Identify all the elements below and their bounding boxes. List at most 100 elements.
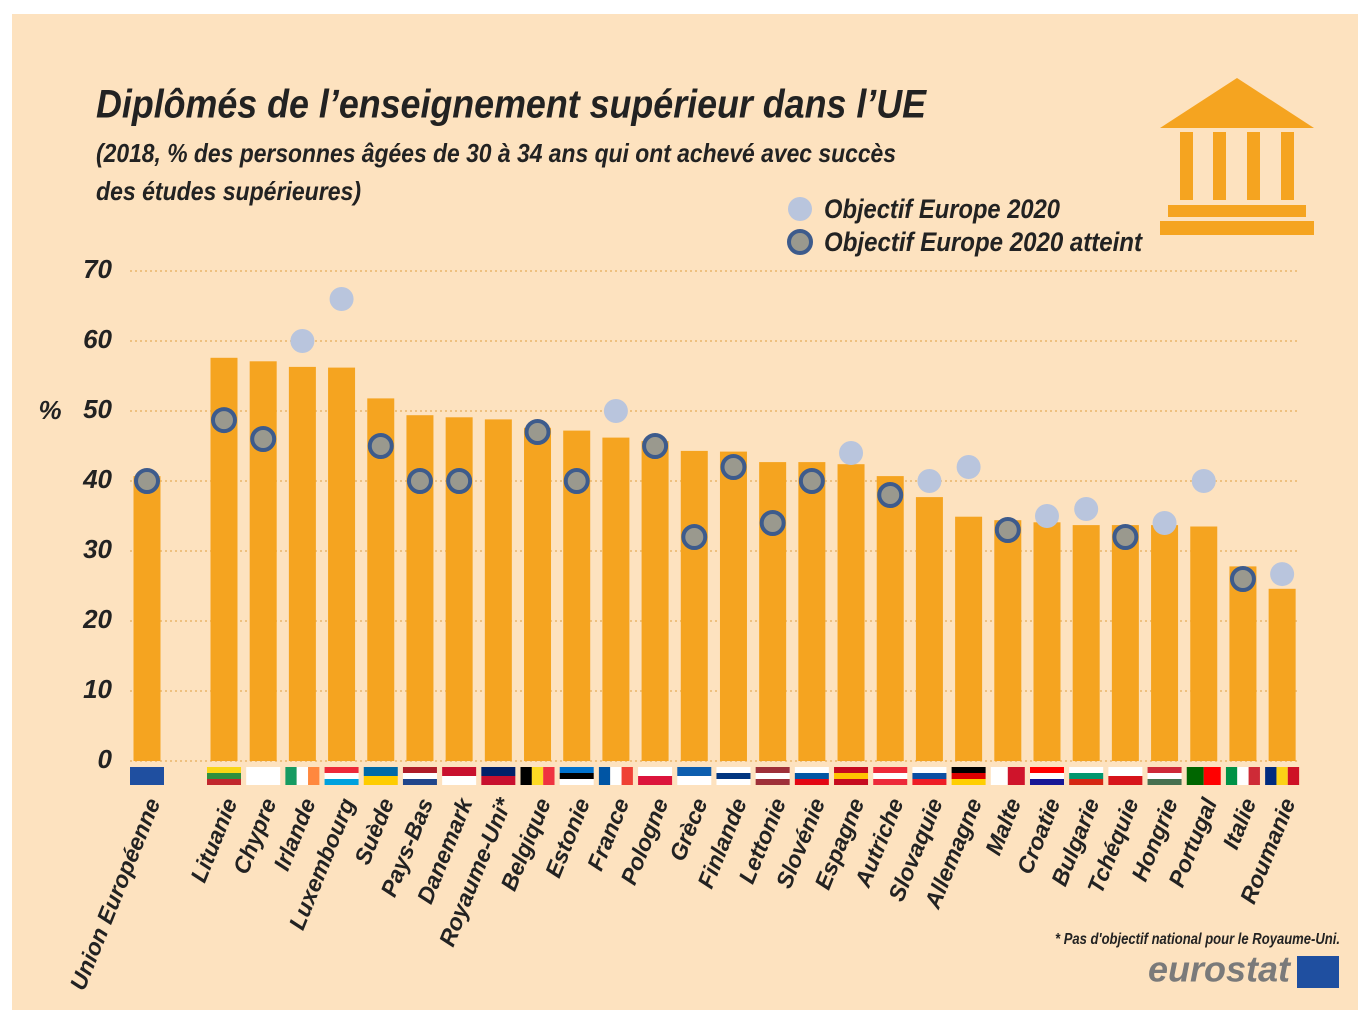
flag (794, 779, 829, 785)
target-marker (1152, 511, 1177, 535)
y-axis-label: % (38, 395, 61, 425)
flag (481, 776, 516, 785)
flag (951, 767, 986, 773)
bar (602, 437, 630, 761)
flag (1276, 767, 1288, 785)
flag (1069, 773, 1104, 779)
bar (994, 520, 1022, 761)
target-marker (1112, 524, 1139, 550)
flag (402, 779, 437, 785)
bar (1229, 566, 1257, 761)
flag (130, 767, 164, 785)
target-marker (1034, 504, 1059, 528)
target-marker (603, 399, 628, 423)
target-marker (839, 441, 864, 465)
flag (1147, 773, 1182, 779)
target-marker (563, 468, 590, 494)
bar (1268, 588, 1296, 761)
bar (1033, 522, 1061, 761)
flag (1147, 779, 1182, 785)
chart-title: Diplômés de l’enseignement supérieur dan… (96, 83, 927, 127)
flag (308, 767, 320, 785)
target-marker (406, 468, 433, 494)
flag (1287, 767, 1300, 785)
flag (1265, 767, 1277, 785)
flag (794, 773, 829, 779)
flag (207, 773, 241, 779)
flag (912, 767, 947, 773)
flag (324, 767, 359, 773)
target-marker (720, 454, 747, 480)
flag (363, 776, 398, 785)
target-marker (524, 419, 551, 445)
y-tick-label: 70 (83, 254, 112, 284)
bar (1072, 525, 1100, 761)
bar (249, 361, 277, 761)
flag (207, 767, 241, 773)
flag (1069, 779, 1104, 785)
flag (1029, 779, 1064, 785)
flag (677, 767, 712, 776)
bar (837, 464, 865, 761)
bar (1151, 525, 1179, 761)
bar (406, 415, 434, 761)
bar (759, 462, 787, 761)
flag (638, 767, 673, 776)
flag (531, 767, 544, 785)
target-marker (1074, 497, 1099, 521)
target-marker (1270, 562, 1295, 587)
flag (1147, 767, 1182, 773)
flag (442, 776, 477, 785)
flag (559, 779, 594, 785)
flag (296, 767, 309, 785)
flag (621, 767, 633, 785)
flag (324, 779, 359, 785)
flag (912, 773, 947, 779)
temple-icon (1160, 78, 1314, 235)
flag (324, 773, 359, 779)
bar (798, 462, 826, 761)
bar (1111, 525, 1139, 761)
flag (638, 776, 673, 785)
target-marker (798, 468, 825, 494)
flag (1029, 773, 1064, 779)
target-marker (956, 455, 981, 479)
y-tick-label: 0 (98, 744, 113, 774)
flag (1007, 767, 1025, 785)
flag (755, 779, 790, 785)
target-marker (290, 329, 315, 353)
flag (951, 773, 986, 779)
y-tick-label: 50 (83, 394, 112, 424)
flag (559, 773, 594, 779)
flag (716, 779, 751, 785)
flag (834, 779, 869, 785)
target-marker (134, 468, 160, 494)
bar (876, 476, 904, 761)
flag (677, 776, 712, 785)
bar (719, 451, 747, 761)
bar (680, 450, 708, 761)
flag (873, 767, 908, 773)
bar (328, 367, 356, 761)
flag (794, 767, 829, 773)
legend-marker (787, 229, 813, 255)
flag (1186, 767, 1204, 785)
flag (951, 779, 986, 785)
bar (915, 497, 943, 761)
bar (524, 427, 552, 761)
flag (1029, 767, 1064, 773)
flag (363, 767, 398, 776)
target-marker (250, 426, 277, 452)
flag (1237, 767, 1249, 785)
bar (484, 419, 512, 761)
flag (1108, 767, 1143, 776)
bar (133, 476, 161, 761)
eu-logo (1297, 956, 1339, 988)
target-marker (759, 510, 786, 536)
flag (873, 773, 908, 779)
flag (246, 767, 281, 785)
y-tick-label: 60 (83, 324, 112, 354)
target-marker (642, 433, 669, 459)
flag (716, 773, 751, 779)
